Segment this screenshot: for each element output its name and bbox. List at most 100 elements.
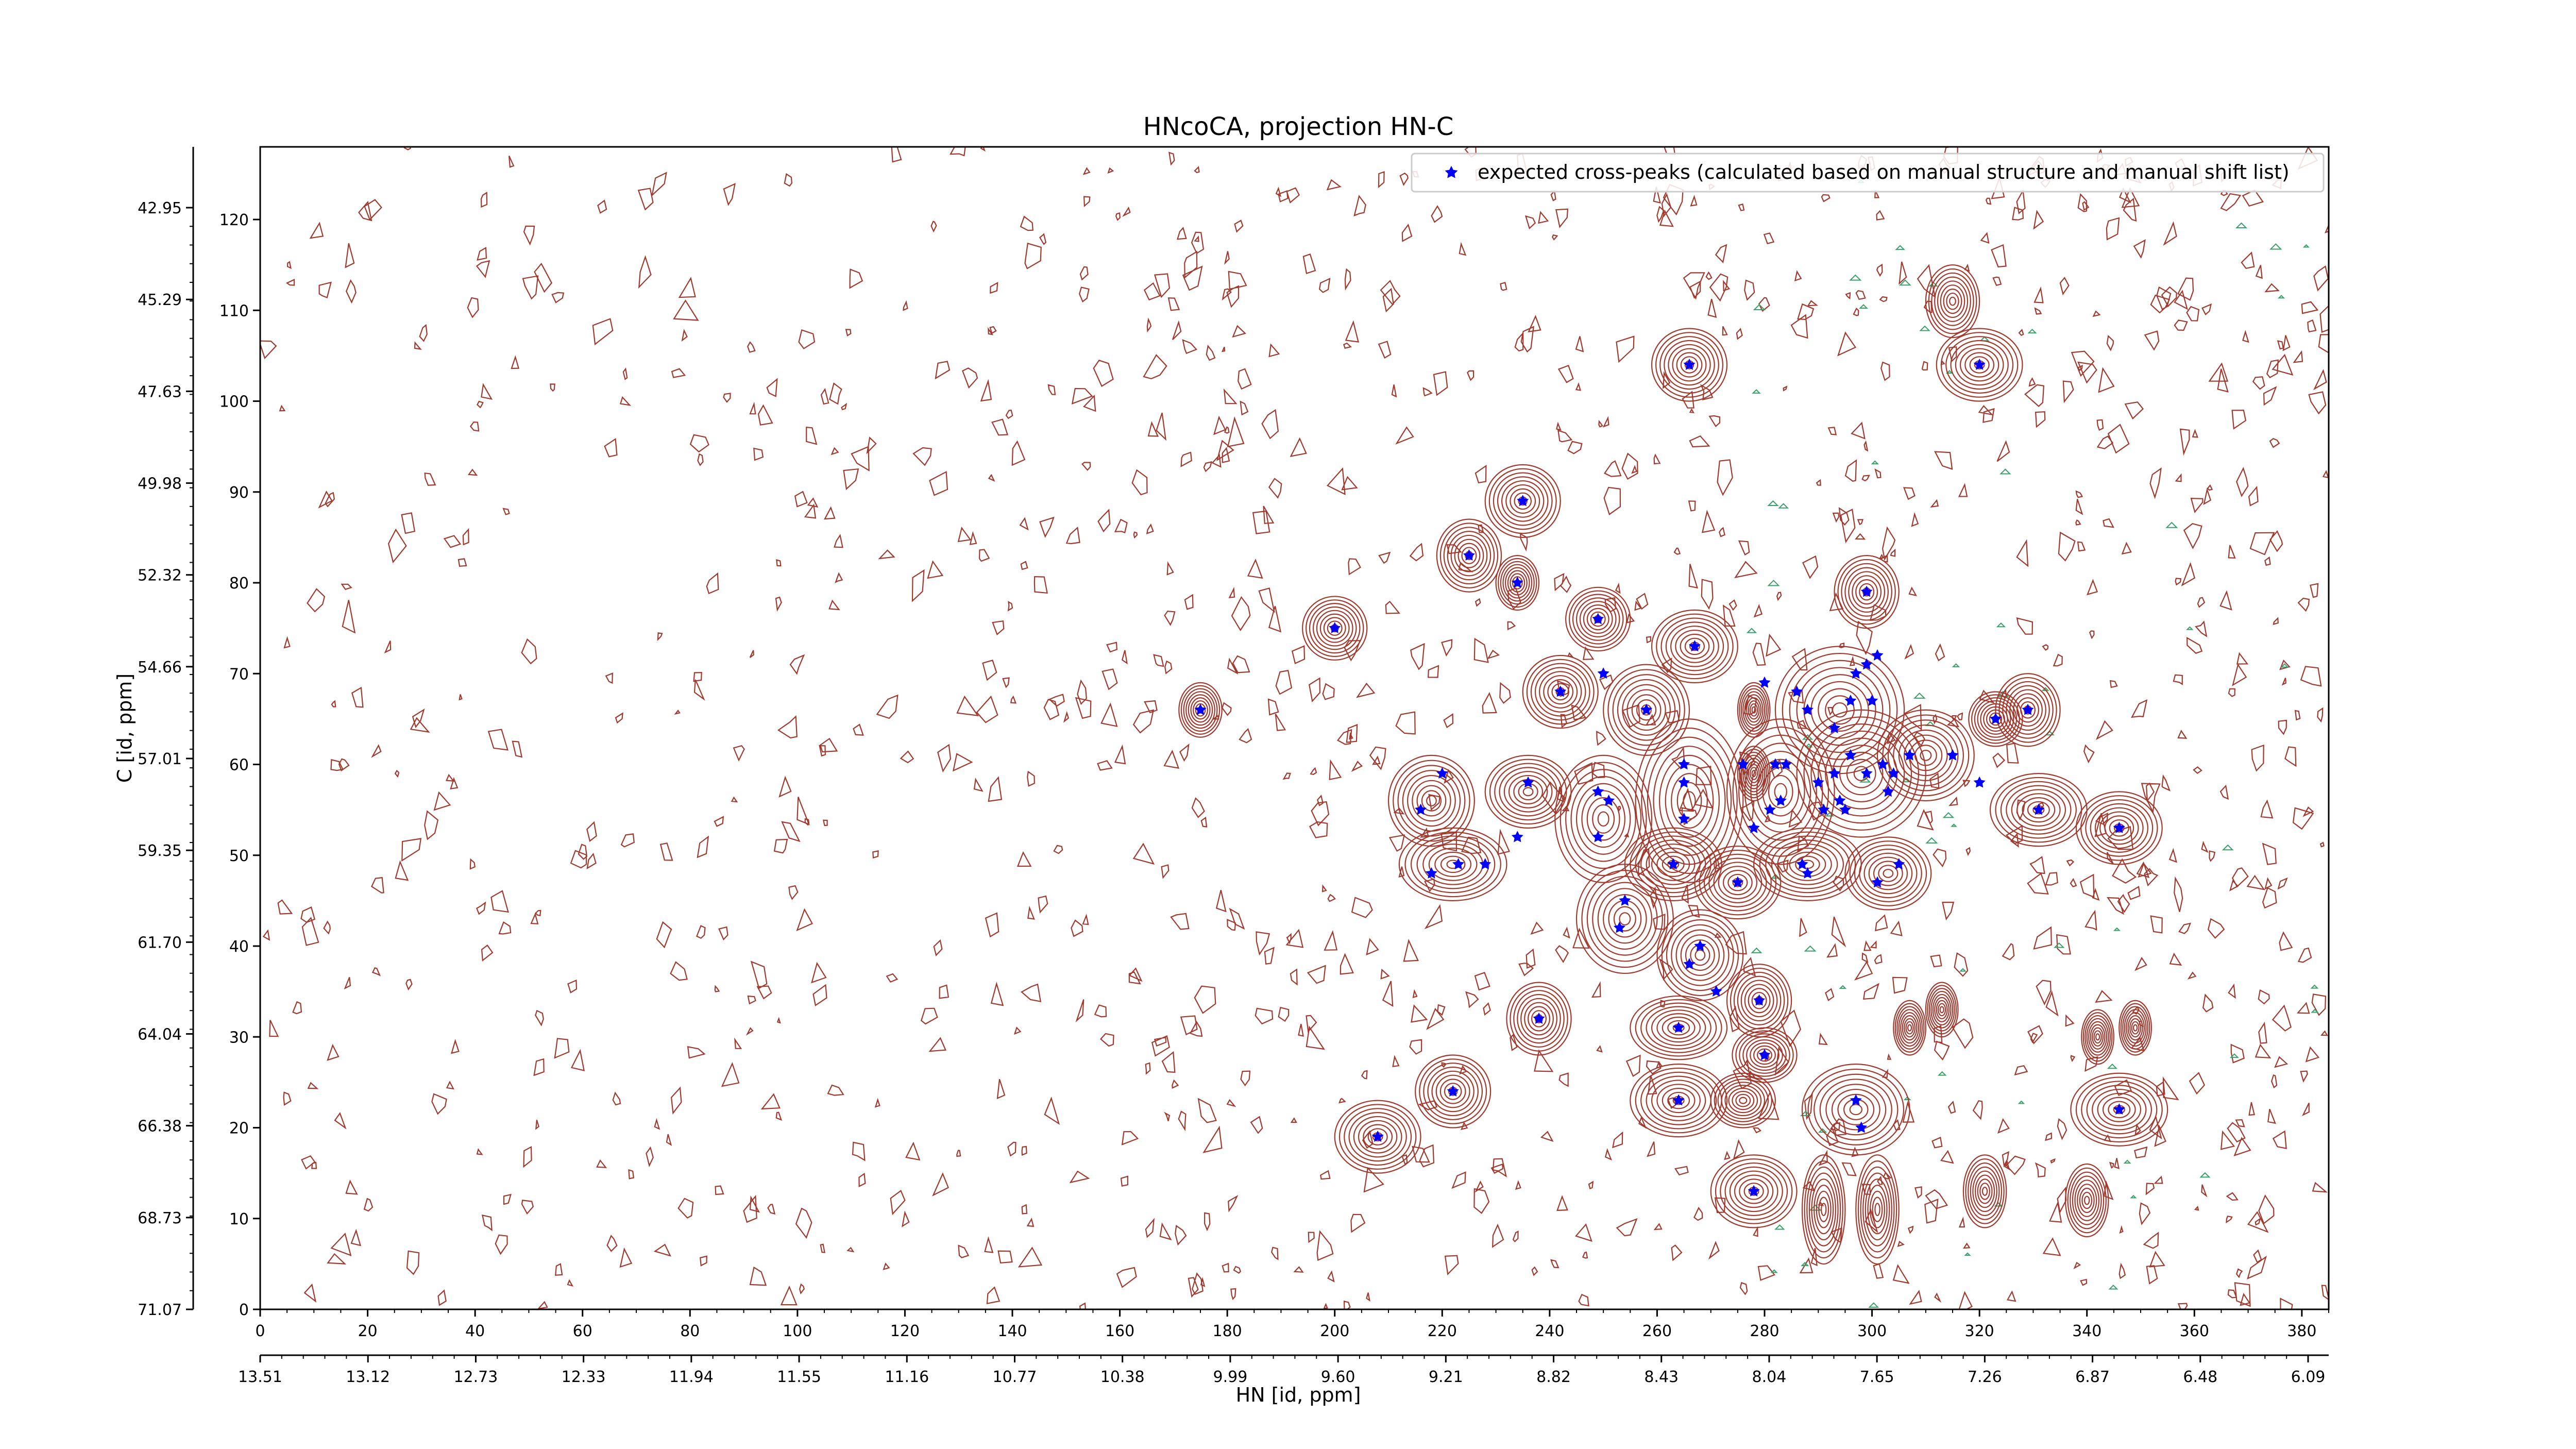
contour-level [1748, 764, 1760, 783]
contour-level [1671, 924, 1730, 986]
ppm-x-tick-label: 9.99 [1213, 1368, 1247, 1386]
contour-level [1506, 982, 1572, 1056]
cross-peak [1371, 1130, 1384, 1142]
cross-peak [1678, 813, 1690, 824]
contour-level [2080, 795, 2158, 861]
contour-level [1970, 1166, 2000, 1216]
cross-peak [1592, 785, 1604, 797]
cross-peak [1818, 803, 1830, 815]
contour-level [1857, 1160, 1897, 1259]
contour-level [1841, 563, 1892, 621]
contour-level [1306, 599, 1364, 658]
contour-level [1887, 719, 1964, 791]
contour-level [1742, 691, 1766, 729]
contour-level [1415, 1054, 1492, 1128]
contour-level [1739, 1033, 1790, 1077]
y-tick-label: 90 [229, 484, 249, 502]
cross-peak [1511, 831, 1523, 843]
ppm-y-tick-label: 61.70 [138, 934, 182, 952]
contour-level [1447, 531, 1492, 581]
contour-level [1439, 523, 1499, 588]
contour-level [1796, 667, 1884, 753]
cross-peak [1688, 640, 1701, 652]
contour-level [1876, 709, 1975, 802]
contour-level [2093, 1030, 2102, 1044]
contour-peak [2119, 1000, 2152, 1056]
contour-level [2090, 803, 2148, 853]
contour-level [1510, 573, 1526, 593]
cross-peak [1753, 994, 1766, 1006]
contour-peak [1178, 682, 1223, 738]
contour-level [2016, 793, 2061, 827]
contour-level [1651, 1080, 1706, 1121]
contour-level [1971, 694, 2020, 744]
contour-level [1816, 1190, 1832, 1228]
legend-marker [1445, 165, 1458, 178]
contour-level [1931, 272, 1974, 330]
contour-level [1968, 691, 2023, 747]
cross-peak [1850, 667, 1862, 679]
ppm-x-tick-label: 11.94 [669, 1368, 714, 1386]
contour-level [1979, 1183, 1990, 1200]
contour-level [1581, 870, 1669, 968]
ppm-x-tick-label: 10.77 [993, 1368, 1037, 1386]
cross-peak [1452, 858, 1465, 870]
contour-level [1930, 990, 1954, 1029]
cross-peak [1425, 867, 1437, 879]
contour-level [2102, 1097, 2136, 1122]
contour-level [1597, 888, 1653, 950]
contour-level [1404, 831, 1501, 898]
contour-level [2092, 1088, 2147, 1131]
cross-peak [1329, 621, 1341, 633]
cross-peak [1828, 721, 1841, 733]
contour-level [1825, 1084, 1887, 1136]
contour-level [1819, 1079, 1892, 1141]
contour-level [1180, 685, 1221, 735]
contour-peak [1495, 554, 1540, 611]
contour-level [1416, 785, 1447, 817]
ppm-x-tick-label: 12.33 [562, 1368, 606, 1386]
contour-level [1651, 847, 1696, 881]
y-tick-label: 110 [219, 302, 249, 320]
contour-level [2122, 1006, 2148, 1050]
cross-peak [1876, 758, 1889, 770]
contour-level [1852, 575, 1882, 609]
cross-peak [1989, 713, 2002, 724]
contour-level [1883, 869, 1894, 878]
cross-peak [1769, 758, 1782, 770]
contour-level [1740, 688, 1767, 732]
contour-level [1804, 1160, 1843, 1259]
contour-level [1750, 1042, 1780, 1068]
contour-level [1646, 1006, 1711, 1050]
y-axis: 0 10 20 30 40 50 60 70 80 90 100 110 120 [219, 211, 260, 1319]
contour-level [1626, 689, 1666, 731]
contour-level [1583, 604, 1613, 634]
contour-level [1363, 1124, 1393, 1150]
contour-level [1801, 1154, 1846, 1265]
contour-level [1428, 847, 1478, 881]
contour-level [1575, 864, 1674, 974]
contour-peak [1554, 754, 1653, 883]
contour-level [1893, 1000, 1926, 1056]
contour-level [1635, 718, 1744, 883]
contour-level [1407, 774, 1456, 827]
contour-level [1667, 1091, 1690, 1109]
contour-level [1316, 610, 1353, 647]
contour-level [1724, 1085, 1762, 1117]
contour-level [1803, 716, 1920, 831]
cross-peak [1904, 749, 1916, 761]
contour-level [1920, 749, 1932, 761]
contour-level [1977, 1178, 1993, 1204]
contour-level [1726, 718, 1835, 865]
contour-level [1640, 1071, 1717, 1130]
cross-peak [1860, 767, 1873, 779]
y-tick-label: 50 [229, 847, 249, 865]
cross-peak [1801, 703, 1814, 715]
cross-peak [1748, 1185, 1760, 1197]
cross-peak [1748, 821, 1760, 833]
contour-peak [1726, 718, 1835, 865]
contour-level [1968, 1162, 2003, 1220]
contour-level [1694, 949, 1706, 961]
noise-contours [260, 147, 2329, 1309]
contour-level [1344, 1108, 1412, 1166]
